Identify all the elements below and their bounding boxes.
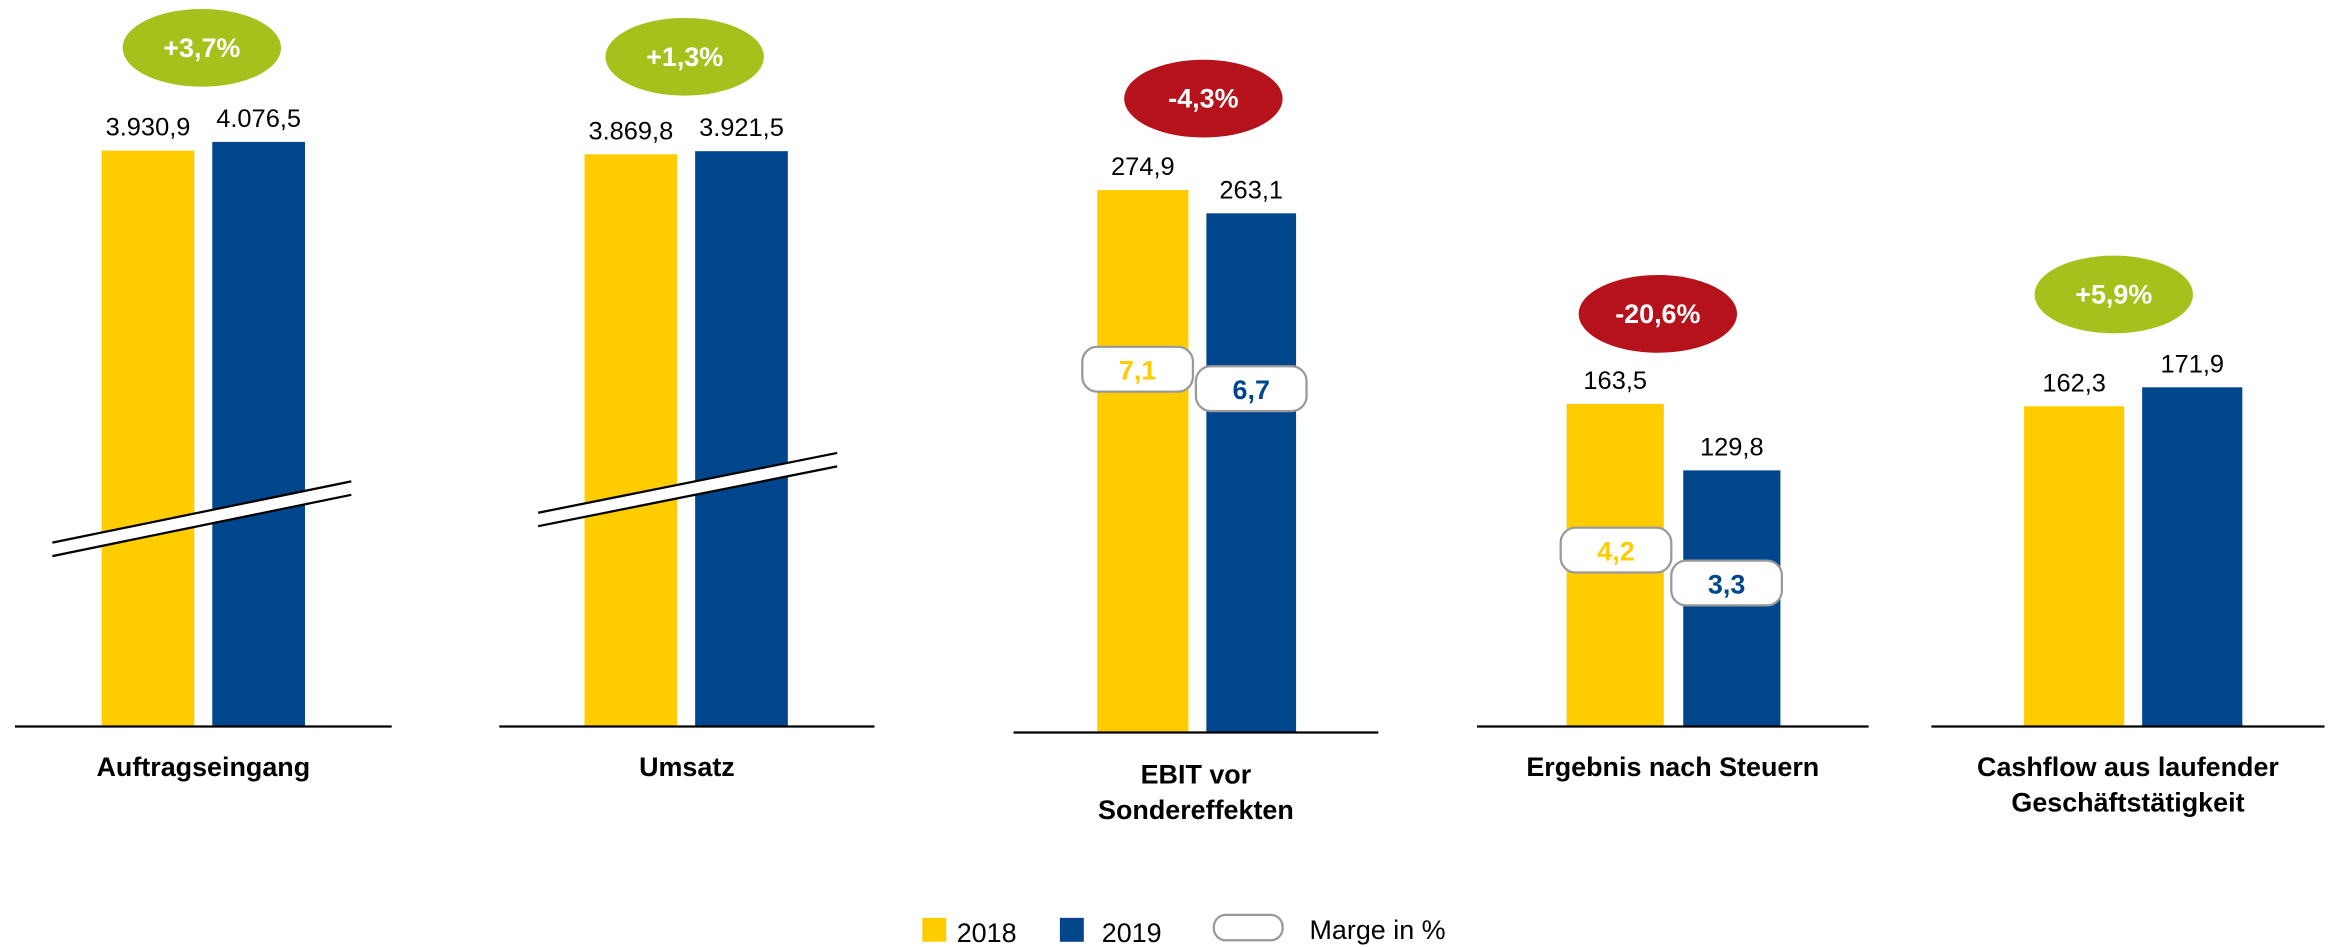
margin-label: 3,3	[1708, 569, 1745, 599]
legend-margin-swatch	[1212, 913, 1284, 942]
change-label: -4,3%	[1168, 84, 1238, 114]
category-label: Sondereffekten	[1098, 795, 1294, 825]
bar	[101, 150, 195, 727]
value-label: 163,5	[1583, 367, 1647, 395]
change-label: +1,3%	[646, 42, 723, 72]
margin-box	[1559, 526, 1673, 574]
change-badge	[605, 17, 764, 96]
value-label: 3.869,8	[588, 117, 673, 145]
legend-margin-label: Marge in %	[1310, 915, 1446, 945]
margin-box	[1081, 345, 1195, 393]
value-label: 3.921,5	[699, 114, 784, 142]
axis-break-line	[537, 451, 838, 514]
margin-label: 6,7	[1233, 375, 1270, 405]
value-label: 3.930,9	[106, 114, 191, 142]
legend-label: 2019	[1102, 918, 1162, 947]
value-label: 274,9	[1111, 153, 1175, 181]
axis-break	[538, 452, 838, 527]
margin-label: 7,1	[1119, 356, 1156, 386]
value-label: 4.076,5	[216, 105, 301, 133]
category-label: Geschäftstätigkeit	[2011, 788, 2244, 818]
bar	[695, 151, 788, 727]
value-label: 171,9	[2160, 350, 2224, 378]
axis-break	[52, 481, 352, 557]
change-label: +5,9%	[2075, 279, 2152, 309]
bar	[212, 141, 305, 727]
value-label: 129,8	[1700, 433, 1764, 461]
bar	[2142, 387, 2243, 727]
change-label: +3,7%	[163, 33, 240, 63]
category-label: Cashflow aus laufender	[1977, 752, 2279, 782]
change-badge	[1124, 59, 1283, 138]
axis-break-line	[52, 493, 352, 558]
change-badge	[1578, 275, 1738, 353]
margin-label: 4,2	[1597, 537, 1634, 567]
bar	[1206, 213, 1297, 733]
bar	[1097, 190, 1189, 733]
value-label: 162,3	[2042, 369, 2106, 397]
axis-break-line	[537, 465, 838, 528]
legend-label: 2018	[957, 918, 1017, 947]
category-label: Ergebnis nach Steuern	[1526, 752, 1819, 782]
axis-break-line	[52, 480, 352, 544]
change-label: -20,6%	[1615, 299, 1700, 329]
margin-box	[1670, 559, 1784, 607]
change-badge	[122, 8, 282, 87]
legend-swatch	[1059, 917, 1084, 942]
value-label: 263,1	[1219, 176, 1283, 204]
bar	[584, 154, 678, 727]
category-label: EBIT vor	[1141, 759, 1252, 789]
margin-box	[1194, 365, 1308, 413]
bar	[2024, 406, 2125, 727]
category-label: Umsatz	[639, 752, 735, 782]
change-badge	[2034, 255, 2193, 334]
legend-swatch	[922, 917, 947, 942]
category-label: Auftragseingang	[96, 752, 310, 782]
